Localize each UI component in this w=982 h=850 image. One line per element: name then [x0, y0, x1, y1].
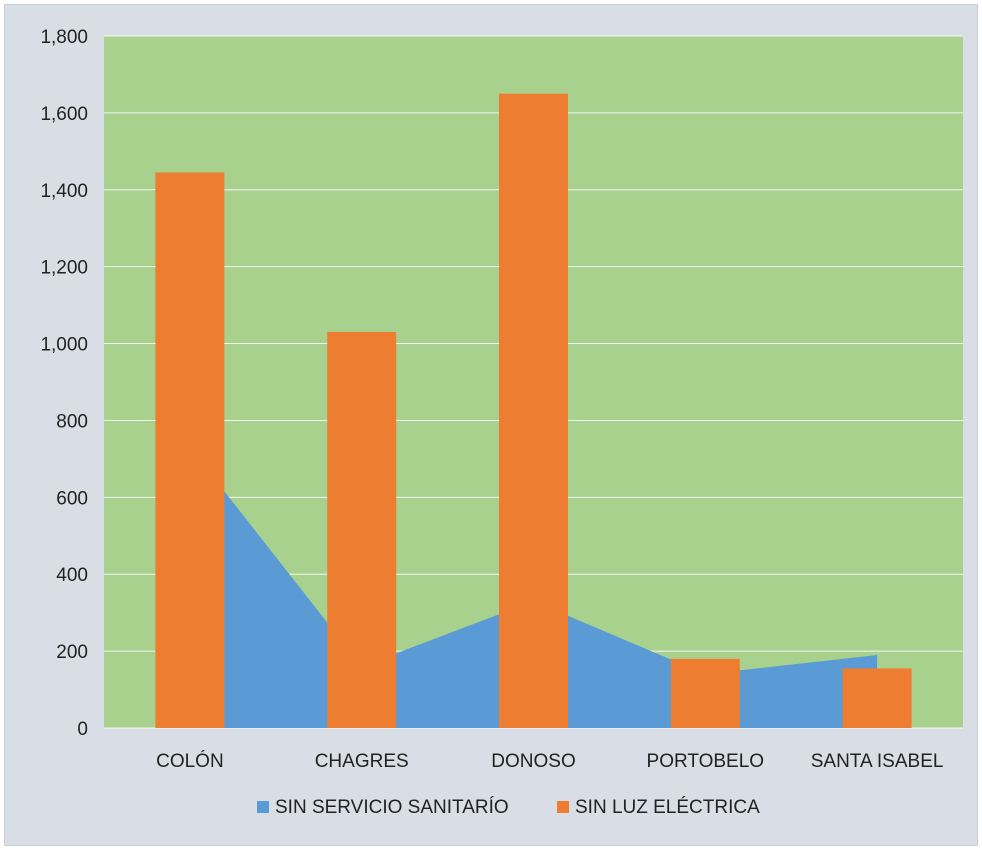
bar — [499, 93, 568, 728]
legend-swatch — [257, 801, 269, 813]
y-tick-label: 1,200 — [40, 258, 88, 279]
x-tick-label: PORTOBELO — [647, 751, 765, 772]
chart-svg: 0 200 400 600 800 1,000 1,200 1,400 1,600 1,800 CO… — [40, 27, 963, 818]
y-tick-label: 1,800 — [40, 27, 88, 48]
x-tick-label: COLÓN — [156, 750, 224, 772]
bar — [155, 172, 225, 728]
bar — [327, 332, 397, 728]
x-tick-label: CHAGRES — [315, 751, 409, 772]
y-tick-label: 200 — [56, 642, 88, 663]
y-tick-label: 0 — [77, 719, 88, 740]
y-tick-label: 600 — [56, 488, 88, 509]
bar — [670, 658, 740, 728]
chart-frame: 0 200 400 600 800 1,000 1,200 1,400 1,600 1,800 CO… — [4, 4, 978, 846]
x-tick-label: SANTA ISABEL — [811, 751, 944, 772]
y-tick-label: 400 — [56, 565, 88, 586]
legend-label: SIN SERVICIO SANITARÍO — [275, 797, 509, 818]
y-tick-label: 1,000 — [40, 335, 88, 356]
legend-label: SIN LUZ ELÉCTRICA — [575, 797, 760, 818]
y-tick-label: 1,400 — [40, 181, 88, 202]
y-tick-label: 1,600 — [40, 104, 88, 125]
legend-swatch — [557, 801, 569, 813]
bar — [842, 668, 912, 728]
y-tick-label: 800 — [56, 411, 88, 432]
x-tick-label: DONOSO — [491, 751, 575, 772]
